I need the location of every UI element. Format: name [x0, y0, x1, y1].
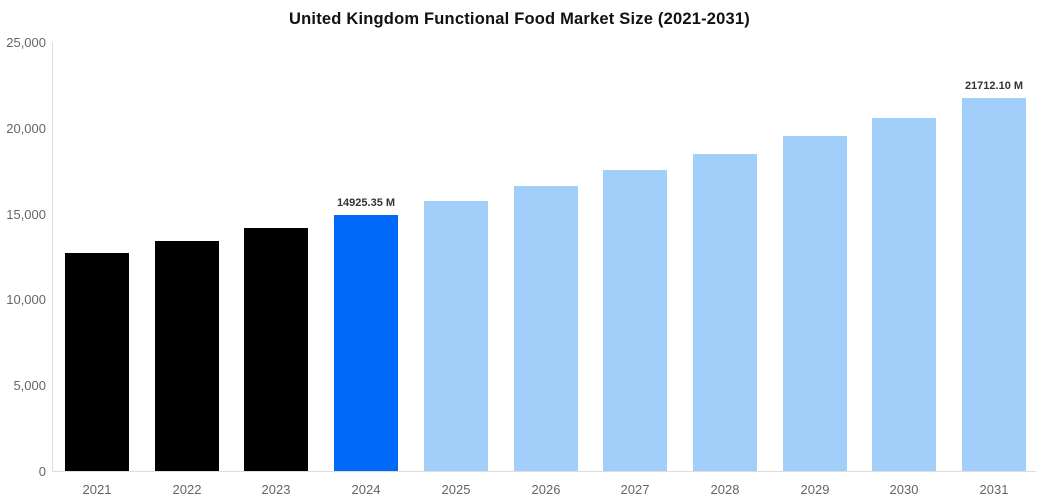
y-tick-label-0: 0	[38, 464, 46, 479]
x-tick-label-2022: 2022	[172, 482, 202, 497]
x-tick-label-2027: 2027	[620, 482, 650, 497]
bar-2030[interactable]	[872, 118, 936, 471]
y-tick-label-15000: 15,000	[6, 206, 46, 222]
y-tick-label-20000: 20,000	[6, 120, 46, 136]
bar-value-label-2024: 14925.35 M	[336, 197, 396, 209]
bar-2022[interactable]	[155, 241, 219, 471]
x-axis-line	[52, 471, 1036, 472]
chart-title: United Kingdom Functional Food Market Si…	[289, 10, 750, 28]
y-axis-line	[52, 42, 53, 471]
x-tick-label-2029: 2029	[800, 482, 830, 497]
x-tick-label-2024: 2024	[351, 482, 381, 497]
bar-2026[interactable]	[514, 186, 578, 471]
x-tick-label-2025: 2025	[441, 482, 471, 497]
bar-2027[interactable]	[603, 170, 667, 471]
y-tick-label-5000: 5,000	[13, 378, 46, 394]
x-tick-label-2026: 2026	[531, 482, 561, 497]
x-tick-label-2031: 2031	[979, 482, 1009, 497]
y-tick-label-25000: 25,000	[6, 35, 46, 50]
bar-2029[interactable]	[783, 136, 847, 471]
bar-2023[interactable]	[244, 228, 308, 471]
x-tick-label-2023: 2023	[261, 482, 291, 497]
bar-2031[interactable]	[962, 98, 1026, 471]
y-tick-label-10000: 10,000	[6, 292, 46, 308]
bar-value-label-2031: 21712.10 M	[964, 80, 1024, 92]
x-tick-label-2028: 2028	[710, 482, 740, 497]
x-tick-label-2021: 2021	[82, 482, 112, 497]
bar-2028[interactable]	[693, 154, 757, 471]
bar-2024[interactable]	[334, 215, 398, 471]
x-tick-label-2030: 2030	[889, 482, 919, 497]
bar-2025[interactable]	[424, 201, 488, 471]
bar-2021[interactable]	[65, 253, 129, 471]
